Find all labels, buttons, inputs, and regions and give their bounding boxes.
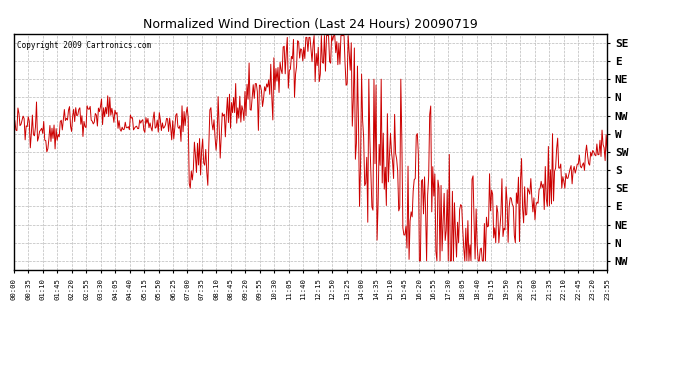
Text: Copyright 2009 Cartronics.com: Copyright 2009 Cartronics.com xyxy=(17,41,151,50)
Title: Normalized Wind Direction (Last 24 Hours) 20090719: Normalized Wind Direction (Last 24 Hours… xyxy=(143,18,478,31)
